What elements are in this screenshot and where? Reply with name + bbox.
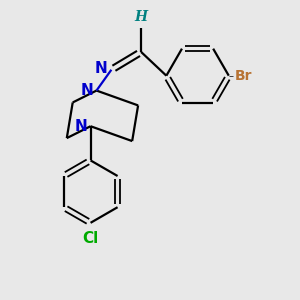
Text: N: N (95, 61, 108, 76)
Text: Cl: Cl (82, 231, 99, 246)
Text: N: N (81, 83, 94, 98)
Text: N: N (75, 119, 88, 134)
Text: H: H (134, 10, 148, 24)
Text: Br: Br (235, 69, 252, 83)
